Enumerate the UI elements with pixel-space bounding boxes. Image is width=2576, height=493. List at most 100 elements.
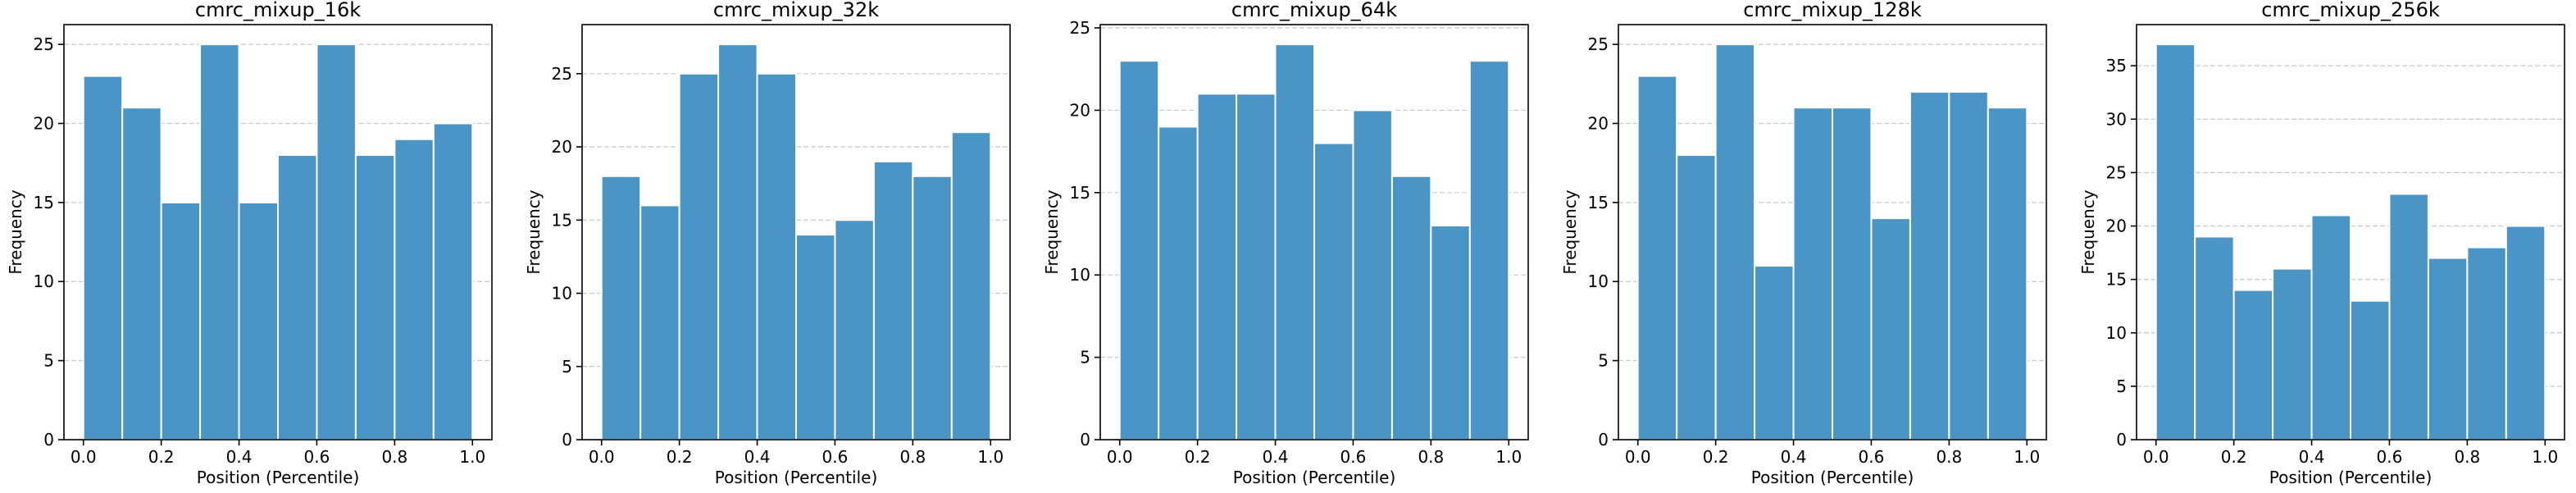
- x-tick-label: 0.0: [589, 447, 615, 467]
- axes-frame: [1618, 24, 2047, 441]
- histogram-bar: [2388, 193, 2429, 441]
- y-tick-label: 15: [34, 193, 54, 212]
- chart-panel-3: 0.0 0.2 0.4 0.6 0.8 1.0 0 5 10 15 20 25 cmrc_mixup_6…: [1042, 0, 1529, 487]
- histogram-bar: [1313, 142, 1354, 441]
- x-tick-label: 0.2: [1185, 447, 1211, 467]
- y-tick-label: 25: [2106, 162, 2127, 182]
- y-tick-label: 20: [1070, 100, 1090, 120]
- y-tick-label: 25: [34, 34, 54, 54]
- x-tick-label: 0.6: [1859, 447, 1885, 467]
- y-tick-label: 25: [552, 64, 572, 84]
- x-tick-label: 0.8: [1936, 447, 1962, 467]
- x-tick-label: 0.0: [71, 447, 97, 467]
- x-axis-label: Position (Percentile): [2269, 468, 2433, 487]
- histogram-bar: [1909, 90, 1950, 441]
- histogram-bar: [834, 219, 875, 441]
- histogram-bar: [1118, 60, 1160, 441]
- chart-panel-1: 0.0 0.2 0.4 0.6 0.8 1.0 0 5 10 15 20 25 cmrc_mixup_1…: [6, 0, 493, 487]
- histogram-bar: [1948, 90, 1989, 441]
- x-tick-label: 1.0: [977, 447, 1004, 467]
- y-axis-label: Frequency: [524, 189, 544, 274]
- y-tick-label: 5: [2116, 377, 2127, 396]
- histogram-bar: [1196, 93, 1238, 441]
- x-tick-label: 0.0: [2143, 447, 2169, 467]
- y-tick-label: 35: [2106, 56, 2127, 75]
- histogram-bar: [354, 154, 396, 441]
- x-tick-label: 0.8: [1418, 447, 1444, 467]
- histogram-bar: [639, 204, 680, 441]
- y-tick-label: 5: [1080, 348, 1090, 367]
- x-tick-label: 0.6: [822, 447, 849, 467]
- histogram-bar: [2505, 225, 2546, 441]
- histogram-bar: [121, 107, 162, 441]
- x-axis-label: Position (Percentile): [197, 468, 360, 487]
- y-tick-label: 10: [1588, 272, 1609, 291]
- x-tick-label: 0.8: [2454, 447, 2480, 467]
- x-tick-label: 0.8: [899, 447, 926, 467]
- histogram-bar: [199, 43, 240, 441]
- x-axis-label: Position (Percentile): [1233, 468, 1396, 487]
- y-tick-label: 0: [562, 430, 572, 450]
- x-tick-label: 0.2: [1703, 447, 1729, 467]
- histogram-bar: [2155, 43, 2196, 441]
- y-axis-label: Frequency: [2078, 189, 2098, 274]
- chart-title: cmrc_mixup_16k: [195, 0, 361, 21]
- histogram-bar: [394, 138, 435, 441]
- histogram-bar: [238, 201, 279, 441]
- y-tick-label: 0: [1080, 430, 1090, 450]
- histogram-bar: [1676, 154, 1717, 441]
- y-tick-label: 10: [34, 272, 54, 291]
- y-tick-label: 25: [1588, 34, 1609, 54]
- histogram-bar: [1754, 264, 1795, 441]
- histogram-bar: [600, 175, 642, 441]
- y-tick-label: 10: [2106, 323, 2127, 343]
- y-tick-label: 20: [2106, 217, 2127, 236]
- y-tick-label: 30: [2106, 109, 2127, 129]
- y-tick-label: 5: [562, 357, 572, 377]
- histogram-bar: [950, 131, 992, 441]
- x-tick-label: 0.2: [2221, 447, 2247, 467]
- y-tick-label: 15: [1588, 193, 1609, 212]
- histogram-bar: [756, 72, 798, 441]
- y-tick-label: 20: [34, 113, 54, 133]
- y-tick-label: 0: [1598, 430, 1609, 450]
- histogram-bar: [717, 43, 758, 441]
- histogram-bar: [2427, 257, 2469, 441]
- histogram-bar: [1870, 217, 1911, 441]
- histogram-bar: [432, 122, 474, 441]
- histogram-bar: [1987, 107, 2028, 441]
- chart-panel-5: 0.0 0.2 0.4 0.6 0.8 1.0 0 5 10 15 20 25 30 35 cmrc_mix…: [2078, 0, 2565, 487]
- x-tick-label: 0.0: [1625, 447, 1651, 467]
- chart-title: cmrc_mixup_64k: [1231, 0, 1397, 21]
- histogram-bar: [2466, 246, 2507, 441]
- histogram-bar: [795, 234, 836, 441]
- histogram-bar: [316, 43, 357, 441]
- axes-frame: [1099, 24, 1529, 441]
- x-tick-label: 0.6: [1340, 447, 1367, 467]
- y-tick-label: 5: [1598, 351, 1609, 371]
- histogram-bar: [1468, 60, 1510, 441]
- histogram-bar: [1832, 107, 1873, 441]
- x-tick-label: 0.0: [1107, 447, 1133, 467]
- x-tick-label: 0.8: [381, 447, 407, 467]
- histogram-bar: [1430, 224, 1471, 441]
- chart-panel-2: 0.0 0.2 0.4 0.6 0.8 1.0 0 5 10 15 20 25 cmrc_mixup_3…: [524, 0, 1011, 487]
- histogram-bar: [1390, 175, 1432, 441]
- histogram-bar: [1236, 93, 1277, 441]
- x-tick-label: 0.4: [1781, 447, 1807, 467]
- y-tick-label: 0: [2116, 430, 2127, 450]
- histogram-bar: [912, 175, 953, 441]
- x-tick-label: 1.0: [459, 447, 485, 467]
- x-tick-label: 0.4: [1263, 447, 1289, 467]
- histogram-bar: [2232, 289, 2274, 441]
- y-tick-label: 15: [552, 210, 572, 230]
- histogram-bar: [678, 72, 720, 441]
- x-tick-label: 0.6: [304, 447, 330, 467]
- chart-title: cmrc_mixup_256k: [2261, 0, 2440, 21]
- histogram-bar: [1714, 43, 1756, 441]
- y-tick-label: 10: [1070, 265, 1090, 285]
- histogram-bar: [2272, 267, 2313, 441]
- x-tick-label: 0.2: [148, 447, 175, 467]
- y-tick-label: 15: [2106, 270, 2127, 290]
